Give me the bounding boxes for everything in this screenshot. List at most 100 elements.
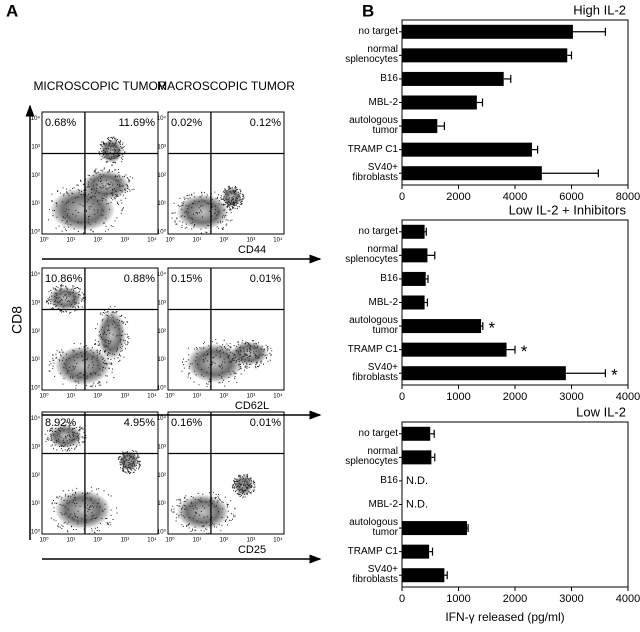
axis-tick-label: 10³ [121,394,130,400]
axis-tick-label: 10¹ [31,501,40,507]
axis-tick-label: 10⁰ [31,385,41,392]
category-label: no target [358,25,398,37]
axis-tick-label: 10³ [247,538,256,544]
axis-tick-label: 10⁰ [157,529,167,536]
axis-tick-label: 10³ [31,444,40,450]
y-axis-label: CD8 [9,306,25,334]
density-blob [48,286,82,311]
axis-tick-label: 10¹ [67,238,76,244]
dot-texture [171,185,245,234]
x-tick-label: 2000 [446,191,470,203]
category-label-box: SV40+ fibroblasts [352,564,398,586]
axis-tick-label: 10⁴ [157,115,167,122]
x-tick-label: 8000 [616,191,640,203]
flow-plot [41,267,159,391]
plot-frame [167,411,285,535]
axis-tick-label: 10² [94,394,103,400]
bar [402,142,532,157]
category-label-box: MBL-2 [369,297,398,307]
axis-tick-label: 10⁴ [157,271,167,278]
axis-tick-label: 10³ [157,300,166,306]
x-tick-label: 6000 [559,191,583,203]
category-label: SV40+ fibroblasts [352,362,398,384]
axis-tick-label: 10⁴ [273,537,283,544]
error-bar [427,251,436,260]
category-label: autologous tumor [349,315,398,337]
column-header: MICROSCOPIC TUMOR [33,79,167,93]
significance-marker: * [611,366,618,385]
x-tick-label: 3000 [559,391,583,403]
quadrant-percent: 11.69% [119,117,156,129]
category-label: TRAMP C1 [347,545,398,557]
quadrant-percent: 0.15% [171,273,202,285]
bar [402,71,504,86]
axis-tick-label: 10⁴ [31,271,41,278]
axis-tick-label: 10³ [121,238,130,244]
category-label-box: B16 [380,272,398,284]
x-tick-label: 0 [399,391,405,403]
x-axis-label: CD44 [238,244,266,256]
axis-tick-label: 10⁰ [39,237,49,244]
category-label: SV40+ fibroblasts [352,564,398,586]
bar [402,119,438,134]
error-bar [565,369,607,378]
quadrant-percent: 4.95% [124,417,155,429]
error-bar [431,453,436,462]
bar [402,342,507,357]
axis-tick-label: 10² [220,394,229,400]
category-label: B16 [380,272,398,284]
category-label: B16 [380,72,398,84]
axis-tick-label: 10² [94,238,103,244]
error-bar [424,227,427,236]
significance-marker: * [521,342,528,361]
error-bar [425,274,429,283]
panel-label: A [6,1,18,20]
category-label: autologous tumor [349,115,398,137]
axis-tick-label: 10¹ [193,394,202,400]
axis-tick-label: 10¹ [31,201,40,207]
category-label: MBL-2 [368,96,398,108]
axis-tick-label: 10⁴ [273,393,283,400]
panel-label: B [362,1,374,20]
bar [402,544,430,559]
error-bar [541,169,599,178]
density-blob [54,490,111,530]
category-label: TRAMP C1 [347,143,398,155]
x-axis-label: CD62L [235,400,269,412]
axis-tick-label: 10² [31,329,40,335]
bar [402,224,425,239]
plot-frame [41,267,159,391]
significance-marker: * [488,319,495,338]
category-label-box: B16 [380,475,398,485]
axis-tick-label: 10³ [247,394,256,400]
axis-tick-label: 10⁴ [31,415,41,422]
category-label-box: autologous tumor [349,517,398,539]
category-label: MBL-2 [368,498,398,510]
category-label-box: MBL-2 [368,96,398,108]
category-label: autologous tumor [349,517,398,539]
error-bar [476,98,484,107]
error-bar [531,145,539,154]
x-tick-label: 2000 [503,593,527,605]
quadrant-percent: 0.01% [250,417,281,429]
error-bar [481,322,484,331]
axis-tick-label: 10¹ [157,201,166,207]
x-axis-label: IFN-γ released (pg/ml) [445,610,564,624]
axis-tick-label: 10⁰ [39,537,49,544]
bar [402,319,482,334]
axis-tick-label: 10³ [157,144,166,150]
quadrant-percent: 0.68% [45,117,76,129]
category-label-box: TRAMP C1 [348,344,398,354]
bar [402,271,426,286]
category-label-box: autologous tumor [349,315,398,337]
axis-tick-label: 10³ [31,300,40,306]
x-tick-label: 4000 [616,593,640,605]
quadrant-percent: 0.02% [171,117,202,129]
axis-tick-label: 10⁰ [165,393,175,400]
category-label-box: no target [358,25,398,37]
category-label-box: B16 [380,72,398,84]
axis-tick-label: 10¹ [31,357,40,363]
axis-tick-label: 10⁴ [31,115,41,122]
axis-tick-label: 10⁰ [165,537,175,544]
